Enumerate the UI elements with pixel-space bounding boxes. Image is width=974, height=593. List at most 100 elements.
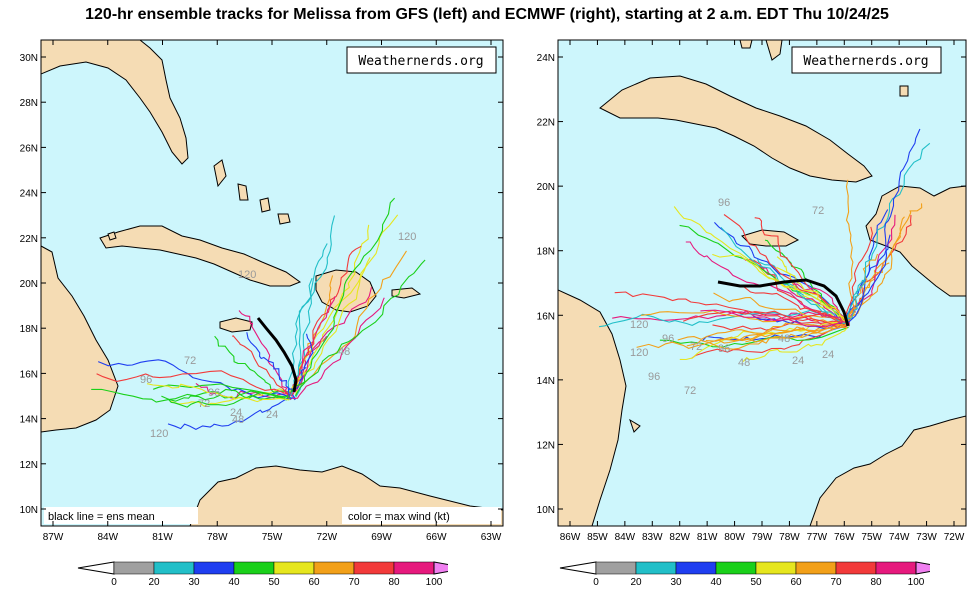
colorbar-segment bbox=[595, 561, 637, 575]
hour-label: 96 bbox=[662, 333, 674, 345]
colorbar-segment bbox=[795, 561, 837, 575]
lon-tick-label: 80W bbox=[724, 532, 745, 543]
gfs-legend-left-box bbox=[44, 507, 198, 524]
ensemble-track bbox=[288, 214, 399, 393]
lat-tick-label: 14N bbox=[20, 415, 38, 426]
colorbar-tick-label: 70 bbox=[830, 577, 842, 586]
jamaica-land bbox=[741, 229, 800, 247]
colorbar-segment bbox=[353, 561, 395, 575]
ensemble-track bbox=[679, 321, 850, 361]
gfs-legend-mean: black line = ens mean bbox=[48, 511, 155, 523]
lat-tick-label: 12N bbox=[20, 460, 38, 471]
island-land bbox=[629, 418, 641, 433]
gfs-hour-labels: 120 96 72 48 24 120 96 72 48 24 120 bbox=[140, 231, 416, 440]
gfs-lon-ticks: 87W 84W 81W 78W 75W 72W 69W 66W 63W bbox=[43, 40, 502, 543]
hour-label: 48 bbox=[738, 357, 750, 369]
hour-label: 48 bbox=[232, 414, 244, 426]
colorbar-tick-label: 40 bbox=[710, 577, 722, 586]
ensemble-track bbox=[612, 311, 846, 323]
ecmwf-ensemble-mean-track bbox=[717, 278, 850, 327]
colorbar-segment bbox=[193, 561, 235, 575]
lon-tick-label: 72W bbox=[316, 532, 337, 543]
cuba-land bbox=[99, 225, 302, 287]
ensemble-track bbox=[287, 333, 314, 397]
ensemble-track bbox=[91, 388, 290, 403]
lat-tick-label: 20N bbox=[20, 279, 38, 290]
central-america-land bbox=[558, 289, 627, 526]
lat-tick-label: 16N bbox=[537, 311, 555, 322]
hour-label: 72 bbox=[690, 341, 702, 353]
ensemble-track bbox=[290, 259, 426, 393]
ensemble-track bbox=[673, 206, 849, 324]
ensemble-track bbox=[614, 291, 847, 329]
puerto-rico-land bbox=[391, 287, 422, 299]
ensemble-track bbox=[723, 214, 848, 327]
ecmwf-map: 96 72 120 96 72 96 48 24 96 72 48 24 120… bbox=[537, 39, 967, 543]
colorbar-segment bbox=[153, 561, 195, 575]
colorbar-tick-label: 40 bbox=[228, 577, 240, 586]
colorbar-left-arrow bbox=[77, 561, 115, 575]
ensemble-track bbox=[847, 142, 931, 325]
hour-label: 72 bbox=[184, 355, 196, 367]
central-america-land bbox=[41, 245, 119, 433]
chart-title: 120-hr ensemble tracks for Melissa from … bbox=[85, 6, 889, 23]
ensemble-track bbox=[238, 310, 295, 398]
ensemble-track bbox=[599, 309, 846, 328]
ensemble-track bbox=[289, 245, 362, 396]
lat-tick-label: 28N bbox=[20, 98, 38, 109]
colorbar-segment bbox=[675, 561, 717, 575]
lon-tick-label: 86W bbox=[560, 532, 581, 543]
ensemble-track bbox=[753, 259, 843, 322]
lon-tick-label: 75W bbox=[262, 532, 283, 543]
hour-label: 96 bbox=[208, 387, 220, 399]
ensemble-track bbox=[232, 335, 292, 401]
ensemble-track bbox=[713, 292, 849, 326]
lat-tick-label: 16N bbox=[20, 369, 38, 380]
hour-label: 96 bbox=[140, 374, 152, 386]
colorbar-segment bbox=[875, 561, 917, 575]
gfs-colorbar-svg: 0 20 30 40 50 60 70 80 100 bbox=[77, 561, 469, 588]
hour-label: 96 bbox=[718, 197, 730, 209]
ensemble-track bbox=[97, 359, 293, 400]
colorbar-segment bbox=[393, 561, 435, 575]
lon-tick-label: 74W bbox=[889, 532, 910, 543]
colorbar-tick-label: 80 bbox=[870, 577, 882, 586]
colorbar-segment bbox=[273, 561, 315, 575]
colorbar-tick-label: 80 bbox=[388, 577, 400, 586]
ensemble-track bbox=[714, 222, 843, 323]
ecmwf-land bbox=[558, 40, 966, 526]
colorbar-tick-label: 0 bbox=[111, 577, 117, 586]
hour-label: 48 bbox=[338, 346, 350, 358]
gfs-legend-wind: color = max wind (kt) bbox=[348, 511, 450, 523]
ensemble-track bbox=[677, 326, 848, 341]
ensemble-track bbox=[843, 209, 889, 326]
hour-label: 120 bbox=[238, 269, 256, 281]
lat-tick-label: 14N bbox=[537, 376, 555, 387]
colorbar-tick-label: 60 bbox=[790, 577, 802, 586]
ensemble-track bbox=[167, 397, 296, 431]
hour-label: 24 bbox=[792, 355, 804, 367]
jamaica-land bbox=[219, 317, 253, 333]
hour-label: 120 bbox=[630, 319, 648, 331]
colorbar-tick-label: 60 bbox=[308, 577, 320, 586]
hour-label: 24 bbox=[822, 349, 834, 361]
ensemble-track bbox=[842, 279, 865, 325]
hour-label: 72 bbox=[198, 398, 210, 410]
ensemble-track bbox=[691, 322, 844, 359]
hour-label: 72 bbox=[812, 205, 824, 217]
south-america-land bbox=[809, 415, 966, 526]
colorbar-segment bbox=[233, 561, 275, 575]
colorbar-tick-label: 20 bbox=[630, 577, 642, 586]
lat-tick-label: 22N bbox=[537, 118, 555, 129]
colorbar-tick-label: 100 bbox=[908, 577, 925, 586]
lon-tick-label: 75W bbox=[861, 532, 882, 543]
colorbar-segment bbox=[313, 561, 355, 575]
hour-label: 48 bbox=[778, 333, 790, 345]
lat-tick-label: 24N bbox=[20, 189, 38, 200]
lat-tick-label: 24N bbox=[537, 53, 555, 64]
ensemble-track bbox=[683, 310, 844, 323]
florida-land bbox=[765, 40, 783, 61]
gfs-legend-right-box bbox=[342, 507, 501, 524]
ensemble-track bbox=[720, 227, 843, 325]
florida-keys-land bbox=[739, 40, 753, 49]
